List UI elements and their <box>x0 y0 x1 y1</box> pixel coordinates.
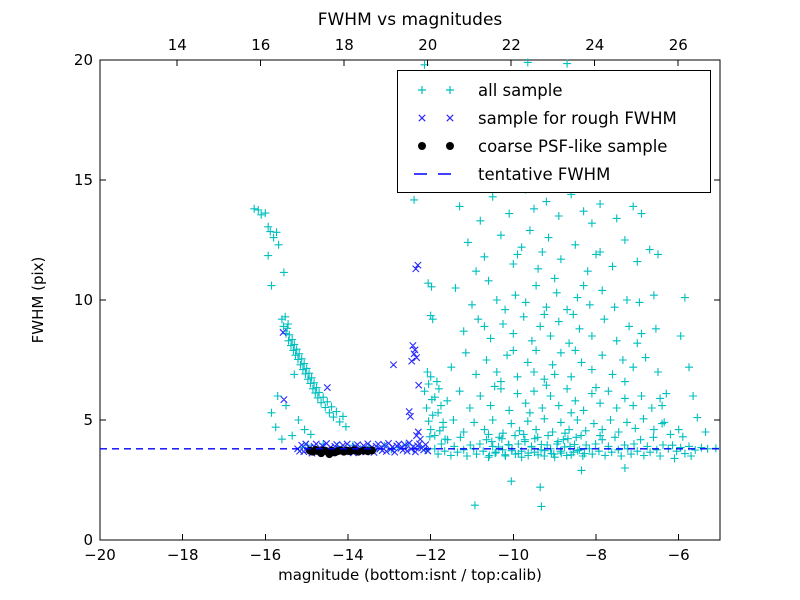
top-tick-label: 20 <box>418 36 438 54</box>
legend-label: coarse PSF-like sample <box>478 136 668 156</box>
axis-ticks <box>99 59 720 541</box>
legend-dashed-line-icon <box>414 173 458 175</box>
coarse-psf-points <box>305 446 376 459</box>
top-tick-label: 14 <box>167 36 187 54</box>
y-tick-label: 5 <box>83 411 93 429</box>
bottom-tick-label: −10 <box>497 546 530 564</box>
legend-item: all sample <box>398 76 710 104</box>
legend-item: coarse PSF-like sample <box>398 132 710 160</box>
bottom-tick-label: −12 <box>414 546 447 564</box>
y-tick-label: 10 <box>73 291 93 309</box>
legend-item: sample for rough FWHM <box>398 104 710 132</box>
y-tick-label: 20 <box>73 51 93 69</box>
legend-label: tentative FWHM <box>478 164 611 184</box>
top-tick-label: 16 <box>251 36 271 54</box>
legend-item: tentative FWHM <box>398 160 710 188</box>
legend-dot-icon <box>418 142 454 150</box>
bottom-tick-label: −18 <box>166 546 199 564</box>
top-tick-label: 24 <box>585 36 605 54</box>
bottom-tick-label: −16 <box>249 546 282 564</box>
x-axis-label: magnitude (bottom:isnt / top:calib) <box>278 566 542 584</box>
bottom-tick-label: −8 <box>584 546 608 564</box>
legend-cross-icon <box>418 114 454 122</box>
y-axis-label: FWHM (pix) <box>29 256 47 344</box>
legend-label: sample for rough FWHM <box>478 108 677 128</box>
bottom-tick-label: −14 <box>332 546 364 564</box>
top-tick-label: 22 <box>501 36 521 54</box>
bottom-tick-label: −6 <box>667 546 690 564</box>
bottom-tick-label: −20 <box>84 546 116 564</box>
y-tick-label: 15 <box>73 171 93 189</box>
top-tick-label: 26 <box>668 36 688 54</box>
legend-plus-icon <box>418 86 454 94</box>
legend-label: all sample <box>478 80 563 100</box>
y-tick-label: 0 <box>83 531 93 549</box>
chart-title: FWHM vs magnitudes <box>317 10 503 30</box>
top-tick-label: 18 <box>334 36 354 54</box>
all-sample-points <box>250 58 720 511</box>
legend: all sample sample for rough FWHM coarse PS… <box>397 70 711 193</box>
